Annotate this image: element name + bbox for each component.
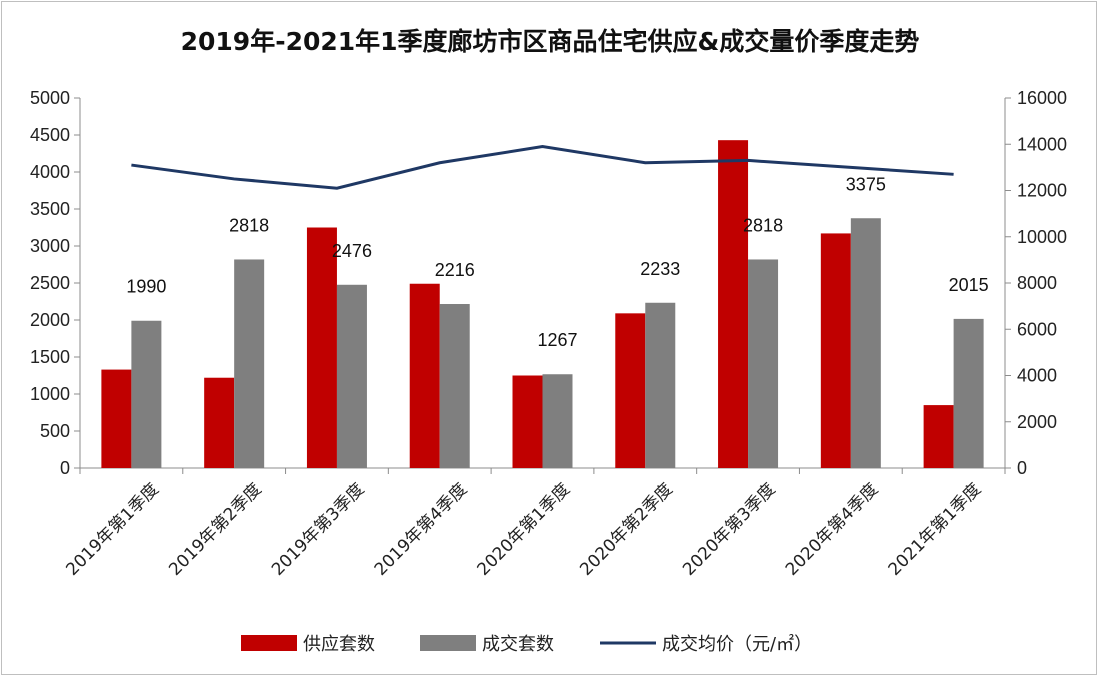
y-tick-label: 500 — [40, 421, 70, 441]
bar-supply — [101, 369, 132, 468]
y-tick-label: 2500 — [30, 273, 70, 293]
legend-label-supply: 供应套数 — [303, 634, 375, 655]
x-tick-label: 2019年第1季度 — [62, 479, 162, 579]
y-tick-label: 2000 — [30, 310, 70, 330]
legend-swatch-supply — [241, 635, 297, 651]
labels-group: 1990 2818 2476 2216 1267 2233 2818 3375 2015 — [126, 174, 988, 350]
line-avg-price — [131, 145, 954, 190]
chart-title: 2019年-2021年1季度廊坊市区商品住宅供应&成交量价季度走势 — [180, 27, 920, 56]
x-tick-label: 2021年第1季度 — [885, 479, 985, 579]
x-tick-label: 2020年第3季度 — [679, 479, 779, 579]
data-label-deals: 2015 — [949, 275, 989, 295]
bar-deals — [748, 259, 779, 468]
legend-label-deals: 成交套数 — [482, 634, 554, 655]
y-tick-label: 4000 — [30, 162, 70, 182]
bar-supply — [512, 375, 543, 468]
data-label-deals: 1990 — [126, 277, 166, 297]
x-tick-label: 2020年第2季度 — [576, 479, 676, 579]
bar-supply — [615, 313, 646, 468]
data-label-deals: 1267 — [537, 330, 577, 350]
bar-deals — [542, 374, 573, 468]
y-tick-label: 1000 — [30, 384, 70, 404]
bar-deals — [439, 304, 470, 468]
x-tick-label: 2019年第2季度 — [165, 479, 265, 579]
y2-tick-label: 16000 — [1017, 88, 1067, 108]
bar-deals — [131, 320, 162, 468]
bar-deals — [234, 259, 265, 468]
bar-supply — [718, 140, 749, 468]
data-label-deals: 2476 — [332, 241, 372, 261]
x-tick-label: 2019年第3季度 — [268, 479, 368, 579]
y-tick-label: 1500 — [30, 347, 70, 367]
data-label-deals: 2216 — [435, 260, 475, 280]
bar-supply — [306, 227, 337, 468]
x-tick-label: 2019年第4季度 — [371, 479, 471, 579]
data-label-deals: 3375 — [846, 174, 886, 194]
legend-label-price: 成交均价（元/㎡） — [662, 633, 812, 655]
y2-tick-label: 0 — [1017, 458, 1027, 478]
y-tick-label: 3500 — [30, 199, 70, 219]
y2-tick-label: 8000 — [1017, 273, 1057, 293]
bar-deals — [645, 302, 676, 468]
y2-tick-label: 10000 — [1017, 227, 1067, 247]
bar-deals — [953, 318, 984, 468]
bar-supply — [820, 233, 851, 468]
x-tick-label: 2020年第1季度 — [474, 479, 574, 579]
y-tick-label: 3000 — [30, 236, 70, 256]
data-label-deals: 2818 — [743, 215, 783, 235]
bar-deals — [850, 218, 881, 468]
y2-tick-label: 12000 — [1017, 181, 1067, 201]
legend-swatch-deals — [420, 635, 476, 651]
y-tick-label: 5000 — [30, 88, 70, 108]
bars-group — [101, 140, 984, 468]
bar-supply — [204, 377, 235, 468]
bar-deals — [336, 284, 367, 468]
y2-tick-label: 6000 — [1017, 319, 1057, 339]
line-group — [131, 145, 954, 190]
y2-tick-label: 14000 — [1017, 134, 1067, 154]
y-tick-label: 0 — [60, 458, 70, 478]
legend-group: 供应套数 成交套数 成交均价（元/㎡） — [241, 633, 812, 655]
bar-supply — [923, 405, 954, 468]
y2-tick-label: 2000 — [1017, 412, 1057, 432]
x-tick-label: 2020年第4季度 — [782, 479, 882, 579]
bar-supply — [409, 283, 440, 468]
y2-tick-label: 4000 — [1017, 366, 1057, 386]
data-label-deals: 2233 — [640, 259, 680, 279]
y-tick-label: 4500 — [30, 125, 70, 145]
data-label-deals: 2818 — [229, 215, 269, 235]
